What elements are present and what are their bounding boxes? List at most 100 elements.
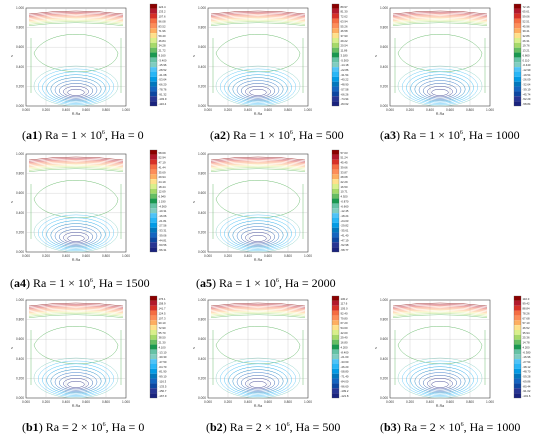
y-tick-label: 0.600 <box>198 45 206 49</box>
legend-label: -0.870 <box>341 199 349 203</box>
legend-label: 6.940 <box>159 195 166 199</box>
contour-line-bottom <box>249 89 267 96</box>
legend-label: -44.81 <box>159 238 167 242</box>
legend-label: -59.28 <box>523 375 531 379</box>
caption-a5: (a5) Ra = 1 × 106, Ha = 2000 <box>196 276 336 290</box>
y-tick-label: 0.600 <box>380 337 388 341</box>
legend-label: 81.30 <box>341 10 348 14</box>
y-tick-label: 1.000 <box>16 152 24 156</box>
contour-line-top <box>28 21 124 25</box>
legend-swatch <box>150 213 157 218</box>
legend-swatch <box>332 81 339 87</box>
legend-swatch <box>150 334 157 340</box>
contour-line-top <box>28 13 124 17</box>
contour-line-bottom <box>431 381 449 388</box>
legend-label: 46.84 <box>159 39 166 43</box>
contour-line-bottom <box>220 214 296 251</box>
legend-label: -91.02 <box>523 389 531 393</box>
legend-label: 32.86 <box>523 34 530 38</box>
legend-swatch <box>514 13 521 19</box>
x-tick-label: 0.400 <box>62 254 70 258</box>
x-axis-label: R-Ra <box>436 112 444 116</box>
contour-line-top <box>210 168 306 172</box>
legend-swatch <box>150 184 157 189</box>
legend-swatch <box>332 164 339 170</box>
contour-line-bottom <box>228 220 288 249</box>
legend-label: 90.10 <box>159 321 166 325</box>
legend-swatch <box>332 218 339 223</box>
legend-label: -71.40 <box>341 375 349 379</box>
legend-swatch <box>514 378 521 384</box>
legend-label: 25.36 <box>523 336 530 340</box>
legend-swatch <box>150 203 157 209</box>
contour-line-bottom <box>418 372 462 392</box>
y-tick-label: 0.200 <box>16 230 24 234</box>
legend-swatch <box>332 174 339 180</box>
contour-line-bottom <box>423 375 457 391</box>
legend-swatch <box>332 101 339 106</box>
legend-label: -41.08 <box>159 73 167 77</box>
y-tick-label: 0.400 <box>380 65 388 69</box>
legend-label: -22.86 <box>341 68 349 72</box>
contour-line-bottom <box>224 363 292 396</box>
y-tick-label: 0.600 <box>16 45 24 49</box>
contour-line-top <box>210 21 306 25</box>
legend-label: -12.45 <box>341 209 349 213</box>
x-tick-label: 0.800 <box>284 108 292 112</box>
legend-swatch <box>150 364 157 369</box>
contour-line-bottom <box>232 369 284 393</box>
y-tick-label: 0.400 <box>16 357 24 361</box>
legend-swatch <box>514 305 521 311</box>
legend-swatch <box>332 159 339 165</box>
legend-label: -53.64 <box>159 78 167 82</box>
legend-swatch <box>332 315 339 321</box>
legend-label: 54.60 <box>341 326 348 330</box>
legend-label: -57.58 <box>341 87 349 91</box>
y-tick-label: 1.000 <box>198 152 206 156</box>
contour-line-top <box>392 10 488 15</box>
contour-line-top <box>210 160 306 165</box>
legend-swatch <box>332 354 339 360</box>
legend-label: -31.54 <box>341 73 349 77</box>
y-tick-label: 1.000 <box>198 298 206 302</box>
legend-swatch <box>332 359 339 364</box>
y-axis-label: z <box>375 54 377 58</box>
caption-a1: (a1) Ra = 1 × 106, Ha = 0 <box>22 128 144 142</box>
legend-label: 4.200 <box>341 345 348 349</box>
legend-frame <box>513 3 522 107</box>
legend-label: 3.180 <box>341 53 348 57</box>
legend-swatch <box>332 18 339 24</box>
legend-swatch <box>332 23 339 29</box>
y-tick-label: 0.600 <box>380 45 388 49</box>
legend-label: 4.920 <box>341 195 348 199</box>
legend-swatch <box>150 300 157 306</box>
legend-label: 176.1 <box>159 297 166 301</box>
legend-swatch <box>150 159 157 165</box>
x-tick-label: 0.200 <box>42 400 50 404</box>
legend-label: 124.5 <box>159 311 166 315</box>
legend-swatch <box>150 368 157 374</box>
legend-swatch <box>332 188 339 194</box>
legend-label: -45.74 <box>523 92 531 96</box>
contour-plot-svg: 0.000 0.200 0.400 0.600 0.800 1.000 0.000 0.200… <box>193 295 349 408</box>
legend-swatch <box>332 13 339 19</box>
contour-line-top <box>210 302 306 307</box>
legend-swatch <box>514 67 521 72</box>
legend-label: 11.86 <box>341 49 348 53</box>
legend-label: 130.2 <box>341 297 348 301</box>
legend-label: -6.660 <box>341 204 349 208</box>
legend-label: 1.190 <box>159 199 166 203</box>
contour-line-top <box>28 160 124 165</box>
legend-label: -24.03 <box>341 219 349 223</box>
legend-label: 92.40 <box>341 311 348 315</box>
y-tick-label: 0.400 <box>16 65 24 69</box>
legend-label: -99.10 <box>159 375 167 379</box>
legend-label: 19.76 <box>523 44 530 48</box>
contour-line-bottom <box>33 65 119 107</box>
legend-label: 14.78 <box>523 341 530 345</box>
legend-label: 59.40 <box>159 34 166 38</box>
x-tick-label: 0.400 <box>244 108 252 112</box>
legend-swatch <box>514 383 521 389</box>
legend-label: -96.60 <box>341 384 349 388</box>
contour-line-top <box>392 311 488 316</box>
